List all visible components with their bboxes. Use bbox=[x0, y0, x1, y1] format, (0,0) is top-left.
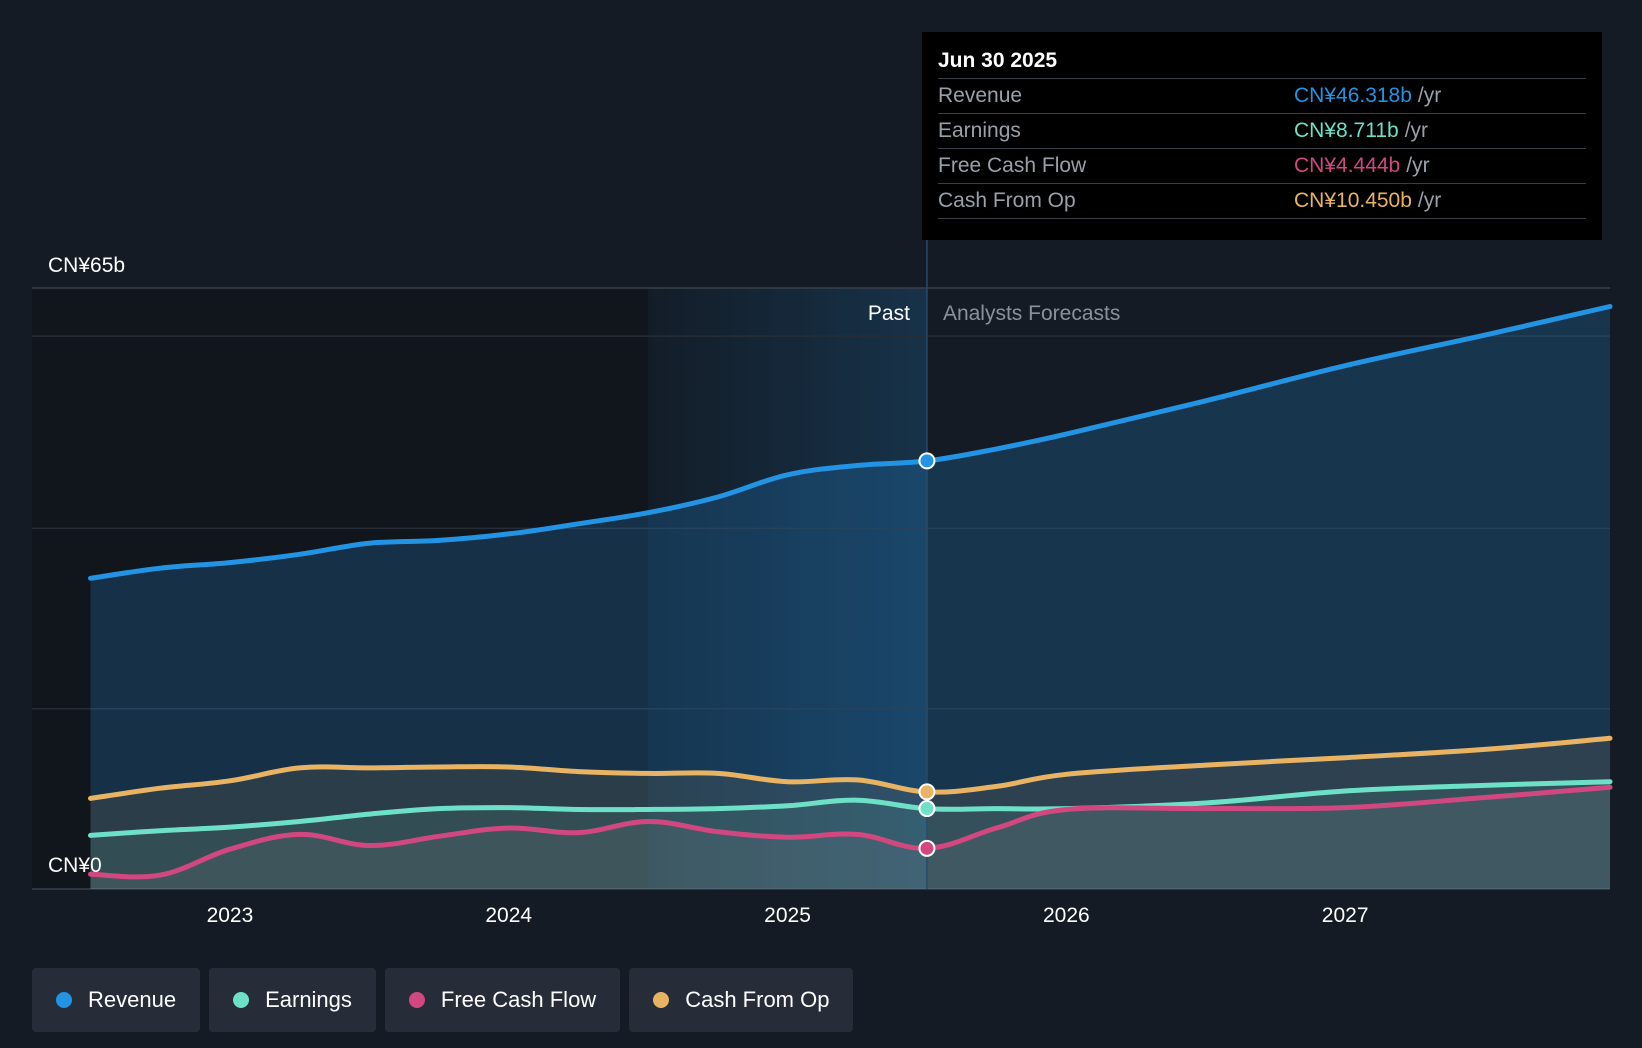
y-axis-top-label: CN¥65b bbox=[48, 254, 125, 277]
legend-label: Earnings bbox=[265, 987, 352, 1012]
tooltip-row-cash-from-op: Cash From Op CN¥10.450b/yr bbox=[938, 183, 1586, 219]
tooltip-row-earnings: Earnings CN¥8.711b/yr bbox=[938, 113, 1586, 148]
tooltip-date: Jun 30 2025 bbox=[938, 49, 1058, 72]
cash-from-op-area bbox=[90, 738, 1610, 889]
tooltip-label: Cash From Op bbox=[938, 189, 1076, 212]
past-region-shade bbox=[648, 288, 927, 889]
revenue-line bbox=[88, 304, 1613, 581]
x-tick-label: 2024 bbox=[485, 904, 532, 927]
tooltip-label: Free Cash Flow bbox=[938, 154, 1087, 177]
tooltip-row-free-cash-flow: Free Cash Flow CN¥4.444b/yr bbox=[938, 148, 1586, 183]
tooltip-unit: /yr bbox=[1404, 119, 1429, 142]
tooltip-value-earnings: CN¥8.711b bbox=[1294, 119, 1399, 142]
grid-lines bbox=[32, 287, 1610, 890]
x-tick-label: 2026 bbox=[1043, 904, 1090, 927]
legend-label: Cash From Op bbox=[685, 987, 830, 1012]
legend-item-cash-from-op[interactable]: Cash From Op bbox=[629, 968, 854, 1032]
tooltip-value-cash-from-op: CN¥10.450b bbox=[1294, 189, 1412, 212]
legend-dot-icon bbox=[653, 992, 670, 1008]
x-tick-label: 2025 bbox=[764, 904, 811, 927]
revenue-marker[interactable] bbox=[918, 452, 936, 470]
tooltip-unit: /yr bbox=[1406, 154, 1430, 177]
legend: Revenue Earnings Free Cash Flow Cash Fro… bbox=[32, 968, 854, 1032]
past-label: Past bbox=[868, 302, 910, 325]
legend-label: Revenue bbox=[88, 987, 177, 1012]
x-tick-label: 2027 bbox=[1322, 904, 1369, 927]
series-markers bbox=[918, 452, 936, 857]
revenue-area bbox=[90, 306, 1610, 889]
legend-dot-icon bbox=[408, 992, 425, 1008]
legend-item-earnings[interactable]: Earnings bbox=[209, 968, 376, 1032]
tooltip-unit: /yr bbox=[1417, 189, 1442, 212]
free-cash-flow-line bbox=[88, 784, 1613, 880]
analysts-forecasts-label: Analysts Forecasts bbox=[943, 302, 1120, 325]
free-cash-flow-marker[interactable] bbox=[918, 839, 936, 857]
earnings-marker[interactable] bbox=[918, 800, 936, 818]
tooltip-row-revenue: Revenue CN¥46.318b/yr bbox=[938, 78, 1586, 113]
tooltip-value-revenue: CN¥46.318b bbox=[1294, 84, 1412, 107]
legend-item-revenue[interactable]: Revenue bbox=[32, 968, 201, 1032]
tooltip-value-free-cash-flow: CN¥4.444b bbox=[1294, 154, 1401, 177]
x-tick-label: 2023 bbox=[207, 904, 254, 927]
x-axis-ticks: 2023 2024 2025 2026 2027 bbox=[207, 904, 1369, 927]
tooltip-unit: /yr bbox=[1417, 84, 1442, 107]
legend-item-free-cash-flow[interactable]: Free Cash Flow bbox=[384, 968, 621, 1032]
legend-label: Free Cash Flow bbox=[440, 987, 597, 1012]
cash-from-op-marker[interactable] bbox=[918, 783, 936, 801]
free-cash-flow-area bbox=[90, 787, 1610, 889]
tooltip-panel: Jun 30 2025 Revenue CN¥46.318b/yr Earnin… bbox=[922, 32, 1602, 240]
tooltip-label: Revenue bbox=[938, 84, 1023, 107]
series-lines bbox=[88, 304, 1613, 880]
legend-dot-icon bbox=[56, 992, 72, 1008]
cash-from-op-line bbox=[88, 735, 1613, 801]
tooltip-label: Earnings bbox=[938, 119, 1021, 142]
legend-dot-icon bbox=[233, 992, 250, 1008]
y-axis-bottom-label: CN¥0 bbox=[48, 854, 102, 877]
earnings-line bbox=[88, 779, 1613, 838]
